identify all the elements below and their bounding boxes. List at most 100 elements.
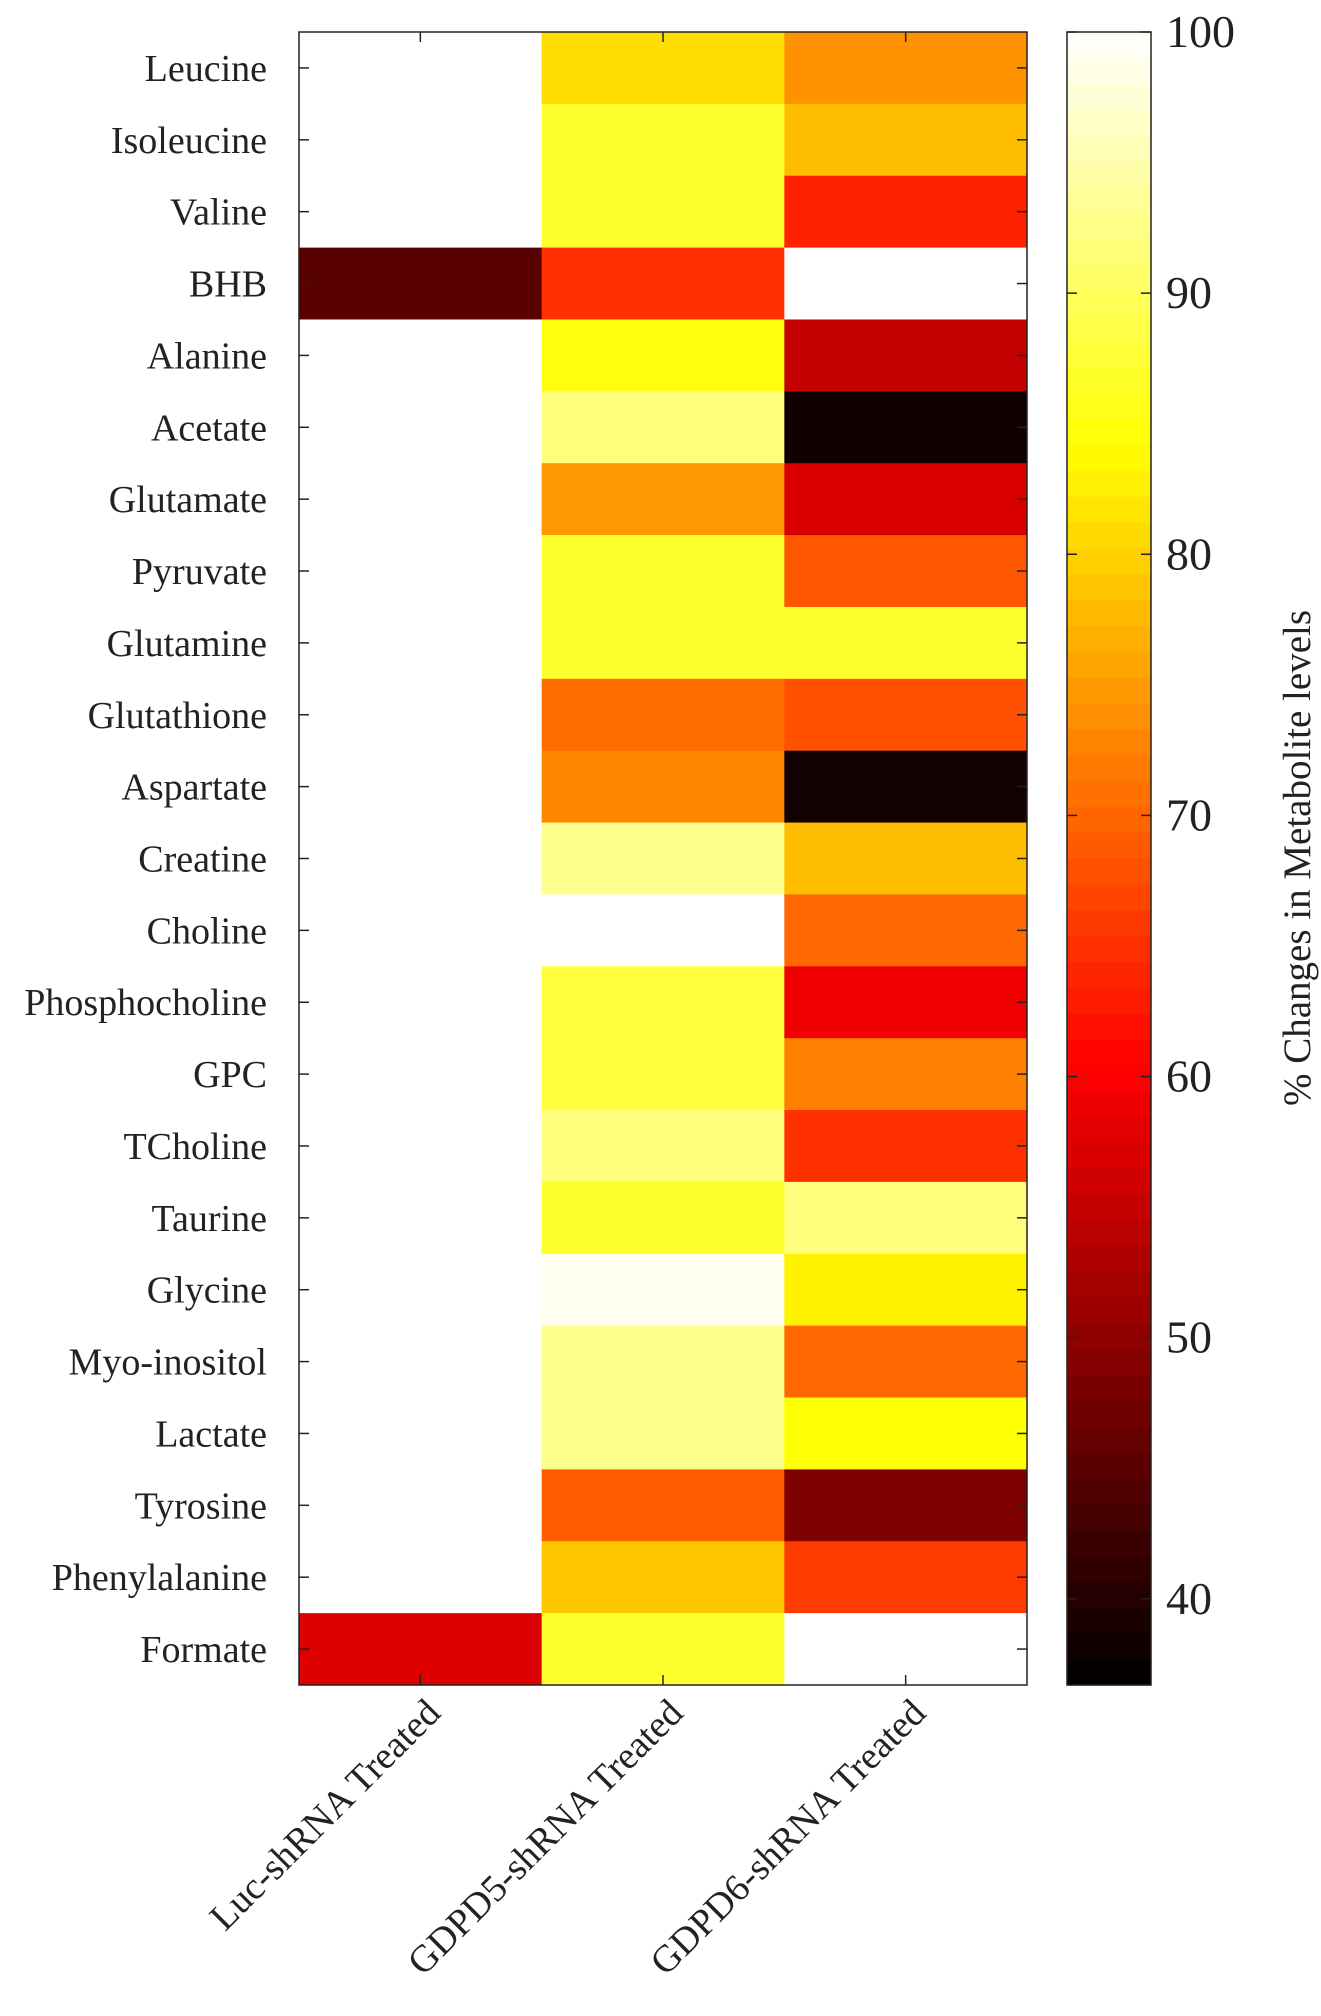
row-label: Taurine <box>151 1198 267 1240</box>
heatmap-cell <box>541 1181 785 1255</box>
colorbar-segment <box>1067 32 1151 59</box>
colorbar-segment <box>1067 1297 1151 1325</box>
row-label: BHB <box>189 264 267 306</box>
heatmap-cell <box>784 1469 1028 1542</box>
colorbar-segment <box>1067 109 1151 136</box>
colorbar-segment <box>1067 1090 1151 1118</box>
heatmap-cell <box>299 678 543 752</box>
heatmap-cell <box>541 966 785 1039</box>
heatmap-cell <box>299 32 543 105</box>
heatmap-cell <box>299 1253 543 1327</box>
colorbar-segment <box>1067 1013 1151 1040</box>
colorbar-segment <box>1067 1530 1151 1557</box>
heatmap-cell <box>541 247 785 320</box>
row-label: Creatine <box>138 839 267 881</box>
heatmap-cell <box>784 1253 1028 1327</box>
heatmap-cell <box>784 463 1028 536</box>
row-label: Choline <box>147 910 267 952</box>
heatmap-cell <box>541 1613 785 1686</box>
heatmap-cell <box>784 1613 1028 1686</box>
colorbar-tick-label: 80 <box>1166 528 1212 579</box>
colorbar-segment <box>1067 1426 1151 1454</box>
heatmap-cell <box>541 1038 785 1111</box>
colorbar-frame <box>1066 31 1152 1686</box>
column-label: GDPD5-shRNA Treated <box>400 1692 692 1984</box>
row-label: Glutamine <box>107 623 267 665</box>
heatmap-cell <box>299 1397 543 1470</box>
heatmap-cell <box>299 606 543 680</box>
row-ticks: Leucine Isoleucine Valine BHB Alanine Acetate… <box>24 48 1027 1671</box>
heatmap-cell <box>299 1325 543 1399</box>
heatmap-cell <box>541 1110 785 1183</box>
colorbar-segment <box>1067 961 1151 989</box>
colorbar-label: % Changes in Metabolite levels <box>1276 610 1319 1106</box>
colorbar-segment <box>1067 1065 1151 1092</box>
colorbar-tick-label: 50 <box>1166 1312 1212 1363</box>
colorbar-segment <box>1067 393 1151 421</box>
column-label: GDPD6-shRNA Treated <box>642 1692 934 1984</box>
colorbar-segment <box>1067 135 1151 162</box>
colorbar-segment <box>1067 987 1151 1015</box>
heatmap-cell <box>299 1110 543 1183</box>
colorbar-segment <box>1067 186 1151 214</box>
colorbar-segment <box>1067 161 1151 188</box>
colorbar-segment <box>1067 1555 1151 1583</box>
colorbar: 40 50 60 70 80 90 100 <box>1066 6 1235 1686</box>
colorbar-segment <box>1067 677 1151 705</box>
heatmap-cell <box>299 391 543 464</box>
heatmap-cell <box>784 822 1028 895</box>
colorbar-segment <box>1067 238 1151 266</box>
colorbar-segment <box>1067 1633 1151 1660</box>
heatmap-cell <box>541 1325 785 1399</box>
colorbar-segment <box>1067 1323 1151 1350</box>
heatmap-cell <box>784 1038 1028 1111</box>
heatmap-cell <box>784 750 1028 824</box>
colorbar-segment <box>1067 935 1151 963</box>
heatmap-cell <box>541 103 785 177</box>
heatmap-cell <box>299 175 543 249</box>
row-label: Acetate <box>151 407 267 449</box>
heatmap-cell <box>541 1469 785 1542</box>
row-label: Myo-inositol <box>69 1342 267 1384</box>
colorbar-segment <box>1067 341 1151 369</box>
colorbar-segment <box>1067 548 1151 575</box>
heatmap-cell <box>784 894 1028 967</box>
heatmap-cell <box>784 247 1028 320</box>
row-label: Phenylalanine <box>52 1557 267 1599</box>
heatmap-cell <box>299 966 543 1039</box>
colorbar-segment <box>1067 1116 1151 1144</box>
heatmap-cell <box>541 175 785 249</box>
colorbar-tick-label: 60 <box>1166 1051 1212 1102</box>
heatmap-cell <box>299 1613 543 1686</box>
row-label: Phosphocholine <box>24 982 267 1024</box>
colorbar-segment <box>1067 755 1151 782</box>
heatmap-cell <box>541 822 785 895</box>
row-label: Glycine <box>147 1270 267 1312</box>
row-label: Isoleucine <box>111 120 267 162</box>
colorbar-segment <box>1067 1504 1151 1531</box>
heatmap-cell <box>299 103 543 177</box>
row-label: Pyruvate <box>132 551 267 593</box>
colorbar-segment <box>1067 1142 1151 1170</box>
colorbar-segment <box>1067 316 1151 343</box>
heatmap-cell <box>299 1541 543 1614</box>
colorbar-segment <box>1067 1194 1151 1221</box>
colorbar-segment <box>1067 212 1151 240</box>
colorbar-tick-label: 40 <box>1166 1573 1212 1624</box>
colorbar-segment <box>1067 703 1151 730</box>
colorbar-segment <box>1067 858 1151 885</box>
heatmap-cell <box>541 1541 785 1614</box>
heatmap-cell <box>299 247 543 320</box>
heatmap-cell <box>299 822 543 895</box>
colorbar-segment <box>1067 910 1151 937</box>
heatmap-cell <box>784 32 1028 105</box>
colorbar-segment <box>1067 1245 1151 1273</box>
row-label: Valine <box>170 192 267 234</box>
colorbar-segment <box>1067 1659 1151 1686</box>
colorbar-segment <box>1067 1375 1151 1402</box>
heatmap-cell <box>541 391 785 464</box>
colorbar-segment <box>1067 522 1151 550</box>
colorbar-segment <box>1067 1452 1151 1479</box>
heatmap-cell <box>784 1181 1028 1255</box>
